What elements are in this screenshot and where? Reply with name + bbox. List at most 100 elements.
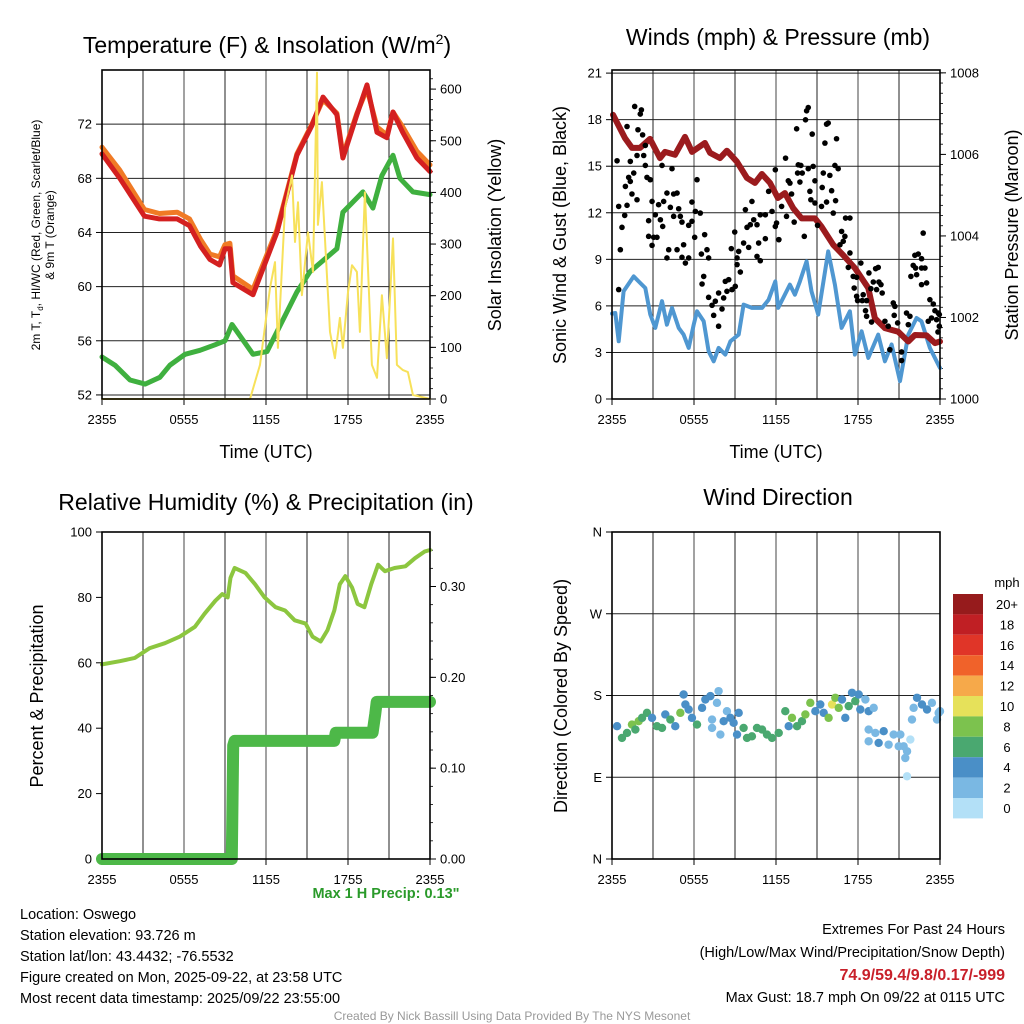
svg-text:& 9m T (Orange): & 9m T (Orange)	[43, 190, 57, 280]
gust-point	[705, 294, 712, 301]
plot-frame	[101, 69, 431, 400]
colorbar-label: 14	[1000, 658, 1014, 673]
y-tick-label: E	[593, 770, 602, 785]
series-line-sonic-wind	[610, 249, 942, 384]
gust-point	[828, 187, 835, 194]
pressure-y2label: Station Pressure (Maroon)	[1002, 129, 1022, 340]
wind-chart-title: Winds (mph) & Pressure (mb)	[626, 24, 930, 50]
gust-point	[670, 213, 677, 220]
gust-point	[918, 255, 925, 262]
gust-point	[807, 188, 813, 195]
gust-point	[667, 204, 674, 211]
colorbar-label: 12	[1000, 679, 1014, 694]
plot-frame	[611, 69, 941, 400]
direction-point	[767, 733, 777, 743]
y-tick-label: 56	[78, 333, 92, 348]
gust-point	[680, 241, 687, 248]
solar-y2label: Solar Insolation (Yellow)	[485, 139, 505, 331]
direction-point	[747, 732, 757, 741]
gust-point	[908, 273, 914, 280]
direction-point	[816, 700, 825, 709]
extremes-legend: (High/Low/Max Wind/Precipitation/Snow De…	[700, 945, 1005, 961]
direction-point	[612, 722, 622, 731]
gust-point	[863, 313, 870, 320]
gust-point	[814, 222, 821, 229]
gust-point	[642, 162, 649, 169]
gust-point	[847, 215, 853, 221]
direction-point	[856, 705, 865, 714]
x-tick-label: 0555	[170, 872, 199, 887]
direction-point	[714, 686, 723, 696]
direction-point	[774, 728, 783, 738]
direction-point	[787, 713, 797, 723]
gust-point	[927, 296, 933, 303]
y-tick-label: 60	[78, 655, 92, 670]
y-tick-label: 68	[78, 171, 92, 186]
humidity-chart-title: Relative Humidity (%) & Precipitation (i…	[58, 489, 473, 515]
direction-point	[927, 698, 937, 708]
gust-point	[787, 180, 793, 186]
gust-point	[614, 157, 620, 164]
gust-point	[669, 165, 675, 172]
x-tick-label: 2355	[926, 872, 955, 887]
direction-point	[847, 688, 857, 697]
gust-point	[923, 280, 930, 286]
x-tick-label: 1755	[844, 872, 873, 887]
gust-point	[837, 241, 843, 248]
gust-point	[745, 244, 752, 251]
direction-point	[784, 722, 793, 731]
gust-point	[853, 293, 860, 300]
gust-point	[913, 271, 920, 278]
gust-point	[619, 224, 625, 231]
colorbar-swatch	[953, 655, 983, 676]
colorbar-label: 18	[1000, 617, 1014, 632]
gust-point	[757, 257, 764, 264]
x-tick-label: 2355	[926, 412, 955, 427]
direction-point	[712, 698, 722, 708]
gust-point	[624, 202, 630, 209]
chart-panel-3: N E S W N 2355 0555 1155 1755 2355	[590, 525, 955, 888]
direction-point	[661, 710, 670, 719]
gust-point	[922, 265, 928, 271]
gust-point	[860, 291, 866, 298]
direction-point	[716, 730, 725, 739]
direction-point	[657, 723, 667, 733]
chart-panel-0: 52 56 60 64 68 72 0 100 200 300 400 500 600 2355 0555 1…	[78, 69, 462, 427]
colorbar-swatch	[953, 675, 983, 696]
gust-point	[615, 203, 622, 210]
x-tick-label: 1755	[844, 412, 873, 427]
gust-point	[674, 246, 680, 253]
gust-point	[820, 170, 827, 176]
gust-point	[700, 273, 707, 280]
direction-point	[879, 726, 888, 736]
gust-point	[698, 251, 705, 257]
gust-point	[638, 107, 645, 113]
gust-point	[677, 213, 684, 220]
chart-panel-1: 0 3 6 9 12 15 18 21 1000 1002 1004 1006 1008 2355 0555…	[588, 65, 979, 427]
gust-point	[715, 290, 722, 296]
gust-point	[842, 215, 849, 221]
gust-point	[797, 179, 803, 185]
series-line-relative-humidity	[100, 548, 432, 667]
gust-point	[659, 162, 665, 169]
gust-point	[887, 346, 893, 353]
y2-tick-label: 100	[440, 340, 462, 355]
gust-point	[907, 313, 913, 320]
series-line-2m-td	[99, 152, 433, 387]
direction-point	[837, 695, 847, 704]
x-tick-label: 2355	[598, 412, 627, 427]
colorbar-swatch	[953, 594, 983, 615]
direction-point	[719, 717, 728, 726]
direction-point	[869, 703, 878, 713]
recent-timestamp: Most recent data timestamp: 2025/09/22 2…	[20, 991, 340, 1007]
gust-point	[788, 191, 795, 197]
y-tick-label: 100	[70, 525, 92, 540]
gust-point	[859, 297, 866, 304]
gust-point	[765, 188, 772, 195]
y2-tick-label: 1002	[950, 310, 979, 325]
y-tick-label: 21	[588, 66, 602, 81]
gust-point	[701, 231, 708, 238]
gust-point	[892, 303, 898, 310]
gust-point	[879, 290, 885, 296]
direction-point	[902, 772, 912, 781]
